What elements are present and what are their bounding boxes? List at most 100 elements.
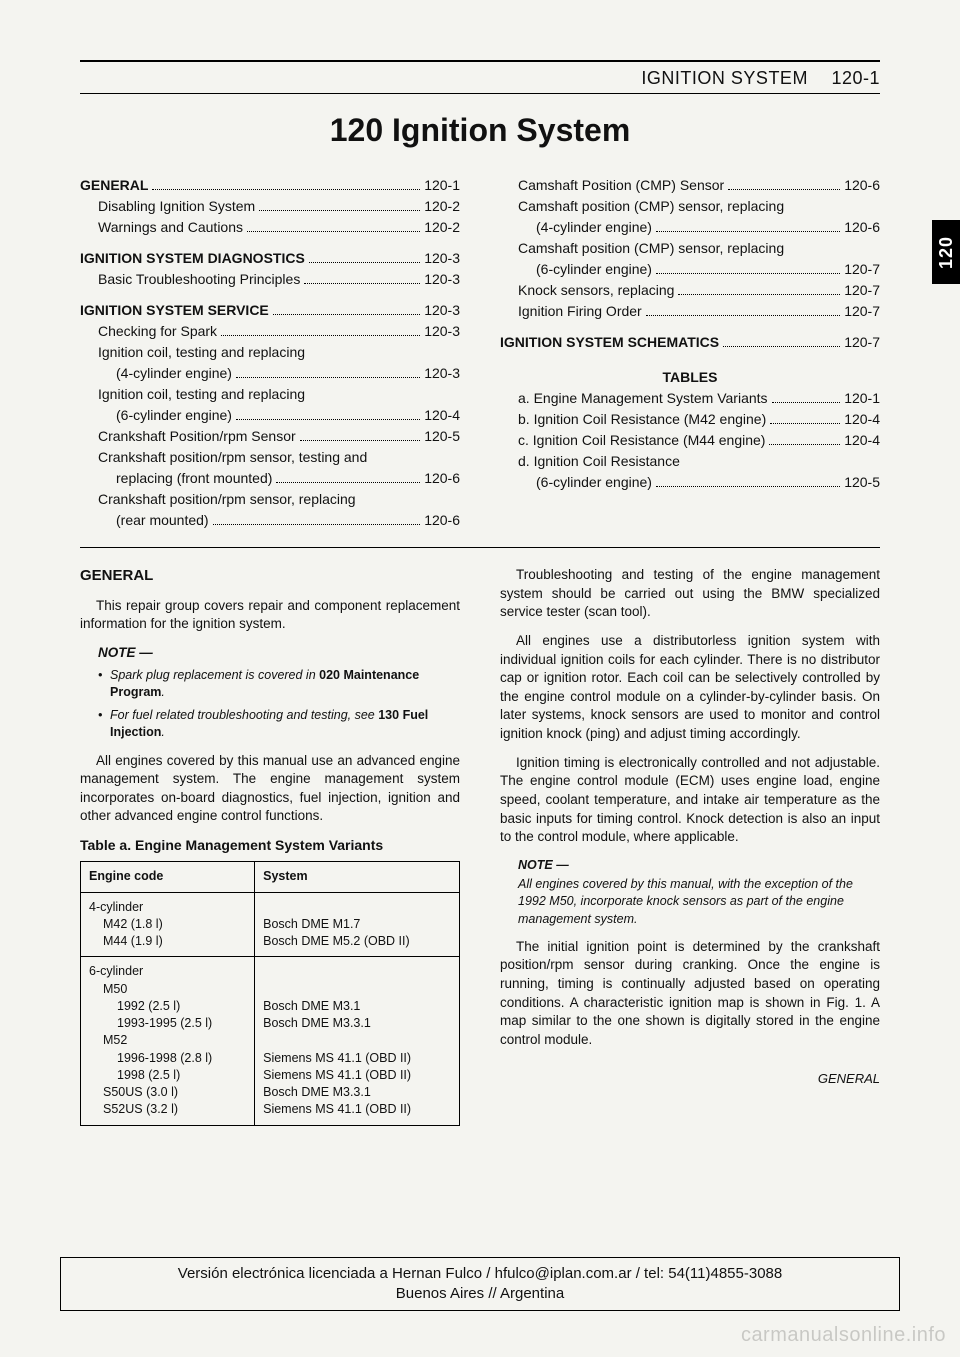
cell-system: Bosch DME M3.1Bosch DME M3.3.1 Siemens M… (255, 957, 460, 1125)
license-line2: Buenos Aires // Argentina (71, 1284, 889, 1304)
toc-row: IGNITION SYSTEM SERVICE120-3 (80, 300, 460, 321)
toc-page: 120-2 (424, 196, 460, 217)
rule-top (80, 60, 880, 62)
toc-dots (213, 524, 421, 525)
toc-page: 120-1 (424, 175, 460, 196)
toc-label: c. Ignition Coil Resistance (M44 engine) (518, 430, 765, 451)
body-columns: GENERAL This repair group covers repair … (80, 566, 880, 1126)
chapter-title: 120 Ignition System (80, 112, 880, 149)
toc-tables-title: TABLES (500, 367, 880, 388)
toc-label: IGNITION SYSTEM DIAGNOSTICS (80, 248, 305, 269)
toc-label: IGNITION SYSTEM SCHEMATICS (500, 332, 719, 353)
toc-label: Knock sensors, replacing (518, 280, 674, 301)
toc-page: 120-3 (424, 321, 460, 342)
toc-spacer (80, 290, 460, 300)
toc-page: 120-5 (424, 426, 460, 447)
toc-row: Ignition Firing Order120-7 (500, 301, 880, 322)
toc-label: (6-cylinder engine) (116, 405, 232, 426)
toc-col-right: Camshaft Position (CMP) Sensor 120-6 Camsh… (500, 175, 880, 531)
toc-row: Crankshaft position/rpm sensor, testing … (80, 447, 460, 468)
side-tab-label: 120 (937, 235, 958, 268)
right-p2: All engines use a distributorless igniti… (500, 632, 880, 744)
toc-dots (678, 294, 840, 295)
table-caption: Table a. Engine Management System Varian… (80, 836, 460, 855)
cell-engine: 6-cylinderM501992 (2.5 l)1993-1995 (2.5 … (81, 957, 255, 1125)
right-p4: The initial ignition point is determined… (500, 938, 880, 1050)
note-title: NOTE — (98, 645, 153, 660)
toc-dots (309, 262, 420, 263)
toc-page: 120-7 (844, 332, 880, 353)
toc-label: Basic Troubleshooting Principles (98, 269, 300, 290)
toc-row: (4-cylinder engine)120-3 (80, 363, 460, 384)
toc-spacer (500, 353, 880, 363)
toc-dots (646, 315, 840, 316)
toc-dots (728, 189, 840, 190)
toc-page: 120-1 (844, 388, 880, 409)
rule-under-head (80, 93, 880, 94)
th-engine: Engine code (81, 862, 255, 892)
toc-label: GENERAL (80, 175, 148, 196)
th-system: System (255, 862, 460, 892)
general-heading: GENERAL (80, 566, 460, 587)
toc-page: 120-6 (844, 217, 880, 238)
toc-spacer (80, 238, 460, 248)
toc-page: 120-4 (844, 409, 880, 430)
toc-dots (236, 419, 420, 420)
toc-dots (770, 423, 840, 424)
toc-label: Crankshaft position/rpm sensor, testing … (98, 447, 367, 468)
body-col-left: GENERAL This repair group covers repair … (80, 566, 460, 1126)
toc-row: Knock sensors, replacing 120-7 (500, 280, 880, 301)
toc-label: Camshaft position (CMP) sensor, replacin… (518, 196, 784, 217)
toc-row: (4-cylinder engine)120-6 (500, 217, 880, 238)
note-block-left: NOTE — Spark plug replacement is covered… (98, 644, 460, 742)
toc-row: Ignition coil, testing and replacing (80, 384, 460, 405)
toc-label: Crankshaft Position/rpm Sensor (98, 426, 296, 447)
cell-engine: 4-cylinderM42 (1.8 l)M44 (1.9 l) (81, 892, 255, 957)
toc-row: b. Ignition Coil Resistance (M42 engine)… (500, 409, 880, 430)
table-of-contents: GENERAL120-1Disabling Ignition System120… (80, 175, 880, 531)
table-row: 6-cylinderM501992 (2.5 l)1993-1995 (2.5 … (81, 957, 460, 1125)
right-p3: Ignition timing is electronically contro… (500, 754, 880, 847)
toc-label: IGNITION SYSTEM SERVICE (80, 300, 269, 321)
variants-table: Engine code System 4-cylinderM42 (1.8 l)… (80, 861, 460, 1125)
toc-dots (152, 189, 420, 190)
toc-page: 120-2 (424, 217, 460, 238)
note-item: For fuel related troubleshooting and tes… (98, 707, 460, 742)
toc-label: (rear mounted) (116, 510, 209, 531)
toc-label: (6-cylinder engine) (536, 472, 652, 493)
toc-row: (rear mounted)120-6 (80, 510, 460, 531)
toc-row: Basic Troubleshooting Principles120-3 (80, 269, 460, 290)
toc-dots (769, 444, 840, 445)
general-p1: This repair group covers repair and comp… (80, 597, 460, 634)
toc-row: c. Ignition Coil Resistance (M44 engine)… (500, 430, 880, 451)
note-item: Spark plug replacement is covered in 020… (98, 667, 460, 702)
toc-dots (304, 283, 420, 284)
toc-dots (273, 314, 420, 315)
general-p2: All engines covered by this manual use a… (80, 752, 460, 827)
toc-row: IGNITION SYSTEM SCHEMATICS 120-7 (500, 332, 880, 353)
running-head-pagenum: 120-1 (831, 68, 880, 88)
note-block-right: NOTE — All engines covered by this manua… (518, 857, 880, 928)
toc-label: Camshaft Position (CMP) Sensor (518, 175, 724, 196)
toc-page: 120-5 (844, 472, 880, 493)
toc-label: b. Ignition Coil Resistance (M42 engine) (518, 409, 766, 430)
toc-row: Ignition coil, testing and replacing (80, 342, 460, 363)
toc-page: 120-7 (844, 280, 880, 301)
license-line1: Versión electrónica licenciada a Hernan … (71, 1264, 889, 1284)
toc-row: Disabling Ignition System120-2 (80, 196, 460, 217)
toc-row: Checking for Spark120-3 (80, 321, 460, 342)
toc-page: 120-6 (424, 468, 460, 489)
toc-row: (6-cylinder engine)120-7 (500, 259, 880, 280)
toc-spacer (500, 322, 880, 332)
note-list: Spark plug replacement is covered in 020… (98, 667, 460, 742)
page: IGNITION SYSTEM 120-1 120 Ignition Syste… (40, 40, 920, 1186)
rule-body (80, 547, 880, 548)
toc-label: Crankshaft position/rpm sensor, replacin… (98, 489, 356, 510)
toc-row: GENERAL 120-1 (80, 175, 460, 196)
toc-label: Ignition coil, testing and replacing (98, 384, 305, 405)
toc-label: a. Engine Management System Variants (518, 388, 768, 409)
toc-col-left: GENERAL 120-1Disabling Ignition System120… (80, 175, 460, 531)
toc-dots (656, 273, 840, 274)
toc-row: Warnings and Cautions120-2 (80, 217, 460, 238)
side-tab: 120 (932, 220, 960, 284)
